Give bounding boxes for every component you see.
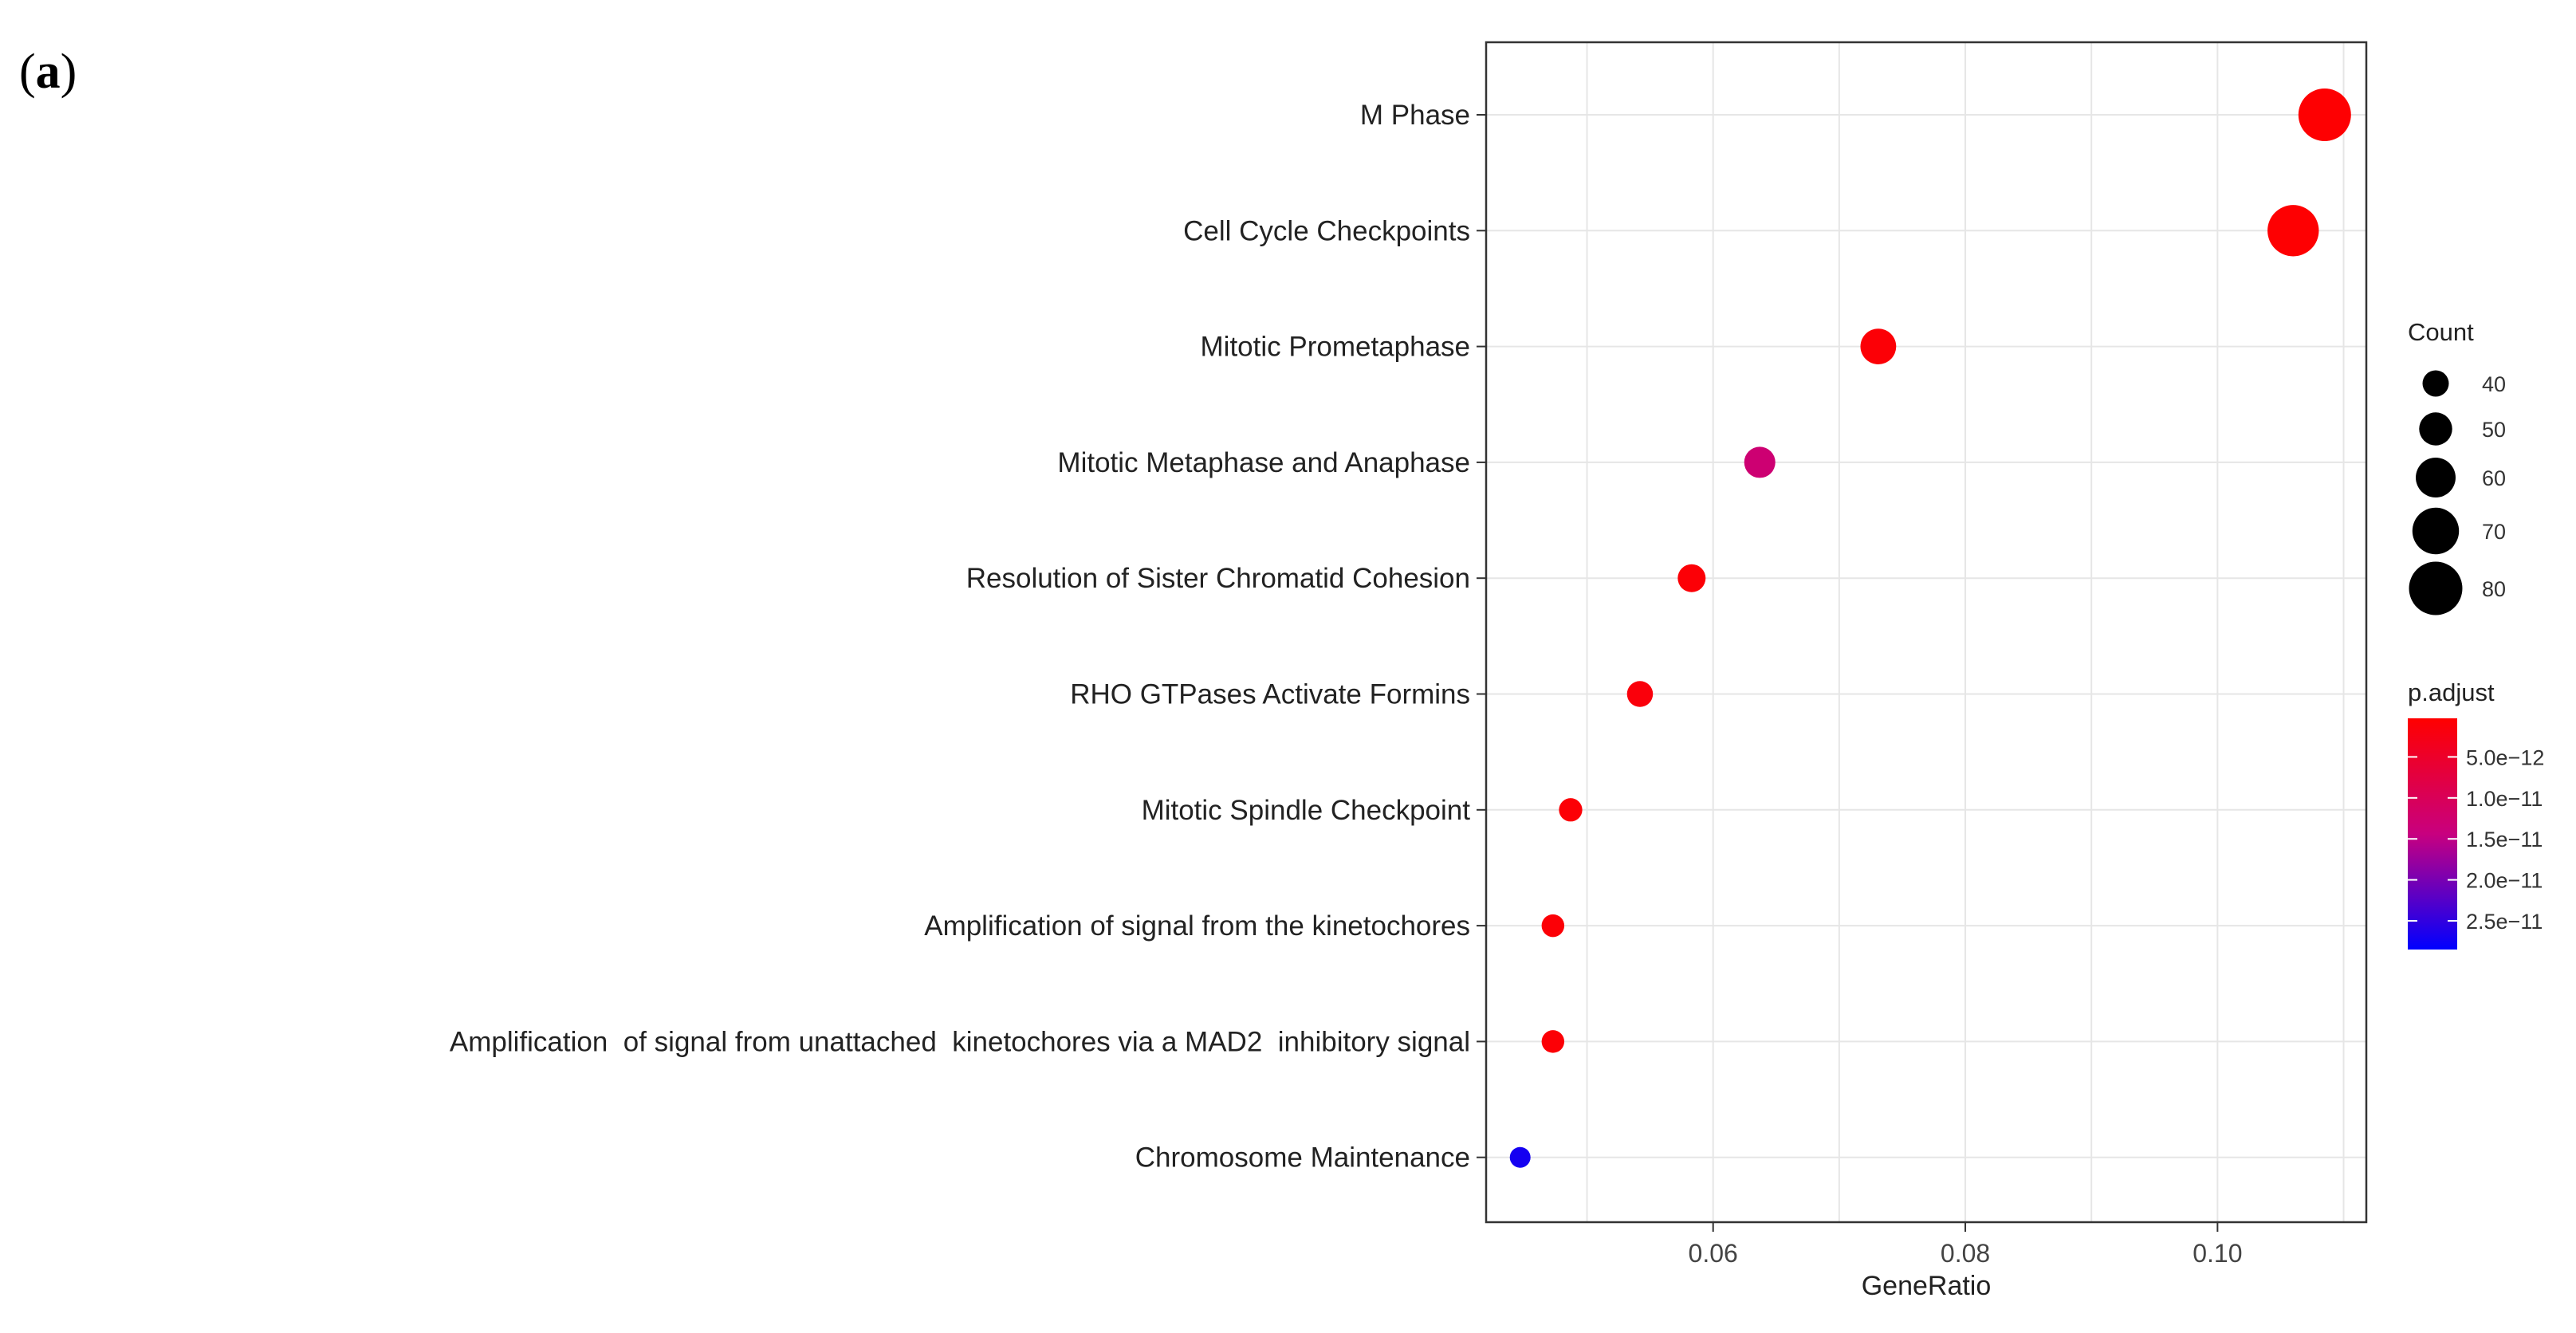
count-legend-label: 60 [2482, 466, 2506, 490]
count-legend: Count 40 50 60 70 80 [2408, 318, 2506, 615]
grid-lines [1486, 42, 2366, 1222]
count-legend-label: 40 [2482, 372, 2506, 396]
data-point [1541, 1030, 1565, 1053]
x-axis-title: GeneRatio [1862, 1271, 1992, 1301]
y-tick-label: Resolution of Sister Chromatid Cohesion [966, 563, 1470, 594]
p-adjust-legend: p.adjust 5.0e−12 1.0e−11 1.5e−11 2.0e−11 2.5… [2408, 678, 2544, 950]
p-adjust-label: 2.0e−11 [2466, 869, 2543, 893]
p-adjust-colorbar [2408, 718, 2457, 950]
x-tick-label: 0.08 [1941, 1239, 1990, 1268]
plot-panel-border [1485, 41, 2368, 1224]
count-legend-key [2416, 458, 2456, 497]
y-tick-label: Amplification of signal from the kinetoc… [924, 910, 1470, 942]
count-legend-label: 50 [2482, 418, 2506, 442]
data-points [1509, 88, 2351, 1168]
data-point [1744, 446, 1776, 478]
p-adjust-label: 5.0e−12 [2466, 745, 2544, 769]
data-point [1626, 681, 1654, 707]
p-adjust-legend-title: p.adjust [2408, 678, 2495, 706]
panel-label: (a) [19, 45, 77, 99]
data-point [2298, 88, 2351, 141]
p-adjust-label: 1.0e−11 [2466, 787, 2543, 811]
p-adjust-label: 1.5e−11 [2466, 828, 2543, 851]
count-legend-key [2409, 561, 2463, 615]
count-legend-title: Count [2408, 318, 2474, 346]
y-tick-label: Mitotic Metaphase and Anaphase [1057, 447, 1470, 478]
y-tick-label: M Phase [1360, 100, 1470, 131]
count-legend-key [2412, 507, 2460, 555]
x-tick-label: 0.06 [1689, 1239, 1738, 1268]
data-point [1677, 564, 1706, 592]
y-tick-label: Mitotic Prometaphase [1201, 332, 1470, 363]
data-point [1559, 798, 1583, 822]
count-legend-label: 80 [2482, 577, 2506, 601]
y-tick-label: Cell Cycle Checkpoints [1183, 215, 1470, 246]
count-legend-key [2422, 370, 2449, 397]
count-legend-label: 70 [2482, 520, 2506, 544]
count-legend-key [2419, 412, 2452, 446]
data-point [2267, 205, 2319, 257]
data-point [1541, 914, 1565, 938]
data-point [1509, 1146, 1531, 1168]
data-point [1860, 328, 1897, 364]
y-tick-label: RHO GTPases Activate Formins [1070, 679, 1470, 710]
y-tick-label: Amplification of signal from unattached … [450, 1026, 1470, 1057]
y-axis-labels: M Phase Cell Cycle Checkpoints Mitotic Pro… [450, 100, 1486, 1174]
y-tick-label: Mitotic Spindle Checkpoint [1142, 795, 1471, 826]
x-tick-label: 0.10 [2193, 1239, 2242, 1268]
y-tick-label: Chromosome Maintenance [1135, 1142, 1470, 1174]
p-adjust-label: 2.5e−11 [2466, 910, 2543, 934]
x-axis: 0.06 0.08 0.10 [1689, 1222, 2243, 1268]
